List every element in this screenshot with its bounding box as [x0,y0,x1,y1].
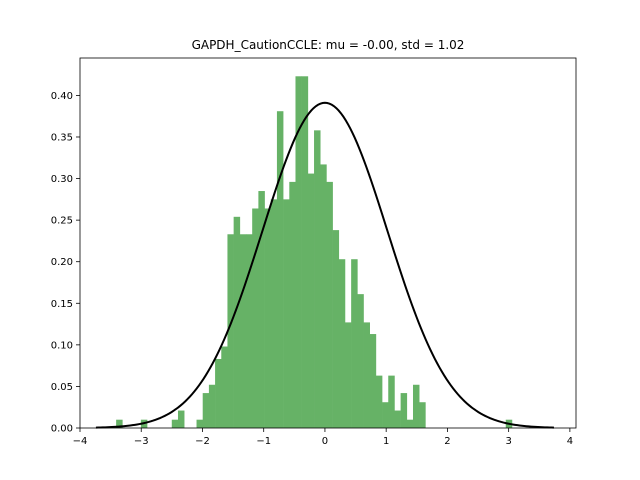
histogram-bar [239,234,247,428]
histogram-bar [363,322,370,428]
y-tick-label: 0.00 [51,424,73,435]
histogram-bar [196,419,204,428]
histogram-bar [177,410,185,428]
y-tick-label: 0.30 [51,174,73,185]
histogram-bar [326,181,333,428]
histogram-bar [344,322,352,428]
histogram-bar [301,76,309,428]
plot-area: −4 −3 −2 −1 0 1 2 3 4 0.000.050.100.150.200.250.… [51,57,577,447]
histogram-bar [375,375,383,428]
axes-frame [79,57,577,429]
y-tick-label: 0.25 [51,216,73,227]
x-tick-label: −4 [73,436,88,447]
x-tick-label: −1 [256,436,271,447]
y-tick-label: 0.05 [51,382,73,393]
histogram-bar [116,419,123,428]
histogram-bar [246,234,253,428]
histogram-bar [400,393,408,428]
histogram-bar [419,402,426,428]
histogram-bar [388,375,395,428]
y-tick-label: 0.35 [51,132,73,143]
y-tick-label: 0.20 [51,257,73,268]
histogram-bar [295,76,302,428]
x-tick-label: −3 [134,436,149,447]
histogram-bar [307,173,315,428]
normal-fit-line [95,101,554,429]
x-tick-label: 2 [444,436,450,447]
histogram-bar [412,384,420,428]
histogram-bar [258,191,265,428]
histogram-bar [233,216,241,428]
histogram-bar [338,259,346,428]
histogram-bar [332,230,340,428]
histogram-bar [252,208,259,428]
x-tick-label: 4 [567,436,573,447]
histogram-bar [171,419,179,428]
y-tick-label: 0.40 [51,91,73,102]
histogram-bar [314,130,321,428]
histogram-bar [351,259,358,428]
histogram-bar [382,402,389,428]
y-tick-label: 0.15 [51,299,73,310]
histogram-bar [320,164,327,428]
x-tick-label: 0 [322,436,328,447]
histogram-bar [357,294,364,428]
histogram-bar [283,199,290,428]
histogram-bar [221,346,228,428]
histogram-bar [208,384,216,428]
histogram-bars [116,76,513,429]
histogram-bar [202,393,210,428]
histogram-bar [276,111,284,429]
x-axis: −4 −3 −2 −1 0 1 2 3 4 [73,428,573,447]
x-tick-label: 1 [383,436,389,447]
histogram-bar [289,181,296,428]
y-tick-label: 0.10 [51,340,73,351]
histogram-bar [369,334,377,428]
histogram-bar [270,199,278,428]
histogram-bar [264,208,272,428]
histogram-bar [394,410,401,428]
histogram-bar [227,234,234,428]
chart-title: GAPDH_CautionCCLE: mu = -0.00, std = 1.0… [192,38,465,52]
x-tick-label: 3 [505,436,511,447]
histogram-bar [406,419,414,428]
x-tick-label: −2 [195,436,210,447]
y-axis: 0.00 0.05 0.10 0.15 0.20 0.25 0.30 0.35 0.40 [51,91,80,435]
histogram-bar [215,358,222,428]
